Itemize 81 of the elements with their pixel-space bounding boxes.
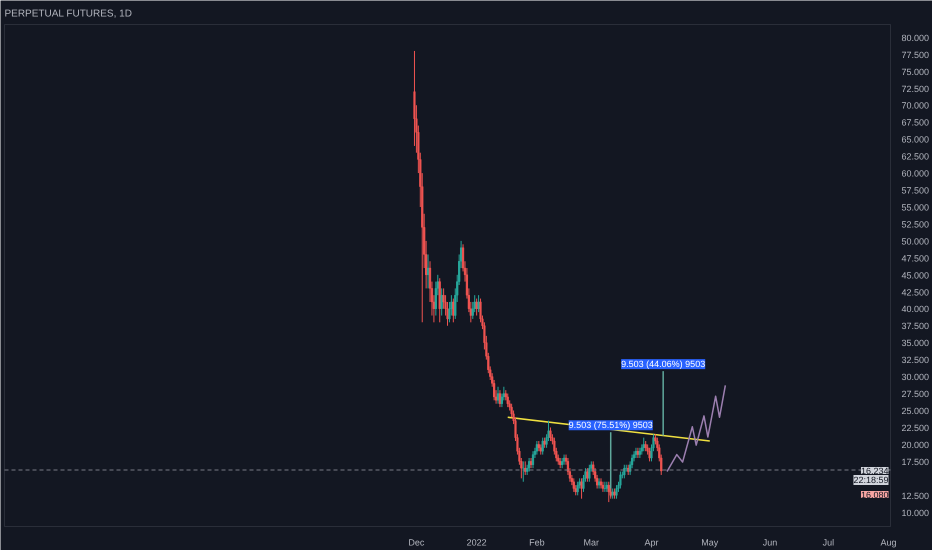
candlestick	[615, 484, 618, 500]
candlestick	[496, 386, 500, 404]
y-tick-label: 57.500	[902, 186, 930, 196]
y-tick-label: 52.500	[902, 219, 930, 230]
x-tick-label: Mar	[584, 538, 600, 548]
candlestick	[506, 393, 509, 408]
ref-line-label: 16.234	[860, 466, 889, 476]
candlestick	[586, 468, 589, 482]
y-tick-label: 70.000	[902, 100, 930, 111]
y-tick-label: 45.000	[902, 270, 930, 280]
candlestick	[608, 481, 610, 503]
candlestick	[580, 478, 583, 500]
candlestick	[638, 447, 641, 458]
y-tick-label: 10.000	[902, 508, 930, 518]
candlestick	[576, 481, 579, 496]
x-tick-label: Jul	[822, 538, 834, 548]
y-tick-label: 47.500	[902, 253, 930, 264]
x-tick-label: Feb	[529, 538, 545, 548]
annotation: 16.080	[860, 490, 889, 500]
y-tick-label: 12.500	[902, 490, 930, 501]
candlestick	[648, 447, 651, 462]
candlestick	[477, 294, 480, 313]
candlestick	[426, 254, 430, 289]
candlestick	[602, 481, 604, 492]
y-tick-label: 55.000	[902, 202, 930, 212]
candlestick	[572, 478, 575, 492]
candlestick	[476, 298, 478, 316]
candlestick	[561, 457, 564, 469]
y-tick-label: 35.000	[902, 338, 930, 348]
y-tick-label: 65.000	[902, 134, 930, 145]
candlestick	[598, 478, 600, 490]
annotation: 22:18:59	[853, 474, 889, 485]
candlestick	[644, 440, 647, 452]
candlestick	[612, 488, 614, 500]
y-tick-label: 40.000	[902, 304, 930, 314]
y-tick-label: 17.500	[902, 456, 930, 467]
y-tick-label: 62.500	[902, 152, 930, 162]
candlestick	[588, 464, 590, 482]
candlestick	[600, 478, 602, 490]
y-tick-label: 37.500	[902, 321, 930, 332]
y-tick-label: 67.500	[902, 118, 930, 128]
candlestick	[440, 288, 443, 316]
series-label: 9.503 (75.51%) 9503	[568, 420, 653, 430]
candlestick	[530, 457, 532, 469]
line-series	[666, 384, 726, 472]
y-tick-label: 30.000	[902, 372, 930, 382]
y-tick-label: 60.000	[902, 168, 930, 179]
candlestick	[542, 437, 544, 456]
x-tick-label: Dec	[408, 538, 425, 548]
y-tick-label: 72.500	[902, 84, 930, 94]
x-tick-label: Apr	[644, 538, 659, 548]
candlestick	[559, 457, 562, 469]
x-tick-label: Aug	[880, 538, 897, 548]
y-tick-label: 50.000	[902, 236, 930, 246]
chart-title: PERPETUAL FUTURES, 1D	[4, 8, 132, 20]
series-label: 9.503 (44.06%) 9503	[621, 359, 706, 370]
candlestick	[544, 437, 546, 448]
candlestick	[528, 457, 530, 472]
y-tick-label: 42.500	[902, 287, 930, 298]
y-tick-label: 80.000	[902, 32, 930, 43]
y-tick-label: 25.000	[902, 406, 930, 416]
candlestick	[613, 488, 616, 500]
y-tick-label: 77.500	[902, 50, 930, 60]
y-tick-label: 27.500	[902, 389, 930, 400]
y-tick-label: 32.500	[902, 355, 930, 366]
candlestick	[562, 454, 566, 466]
candlestick	[606, 481, 608, 492]
candlestick	[604, 481, 606, 492]
y-tick-label: 22.500	[902, 422, 930, 433]
candlestick	[452, 298, 454, 323]
candlestick	[536, 440, 538, 456]
x-tick-label: May	[701, 538, 719, 548]
candlestick	[538, 440, 540, 452]
x-tick-label: Jun	[762, 538, 778, 548]
candlestick	[642, 437, 645, 452]
candlestick	[549, 426, 552, 442]
candlestick	[540, 444, 542, 456]
y-tick-label: 20.000	[902, 440, 930, 450]
y-tick-label: 75.000	[902, 66, 930, 77]
candlestick	[636, 447, 640, 458]
x-tick-label: 2022	[466, 538, 487, 548]
